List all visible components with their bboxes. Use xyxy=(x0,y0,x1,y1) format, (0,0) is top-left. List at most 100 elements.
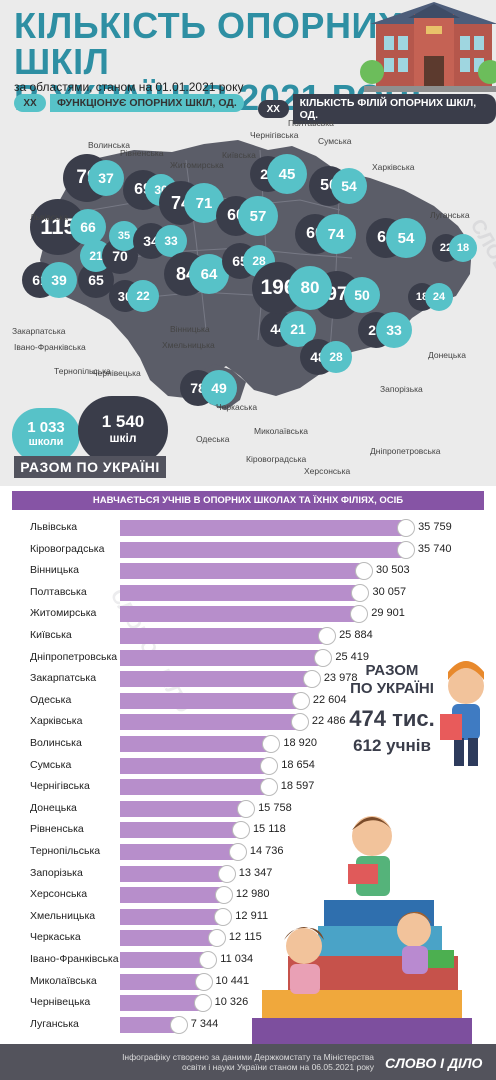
students-total-line2: ПО УКРАЇНІ xyxy=(350,680,434,697)
bar-value-label: 30 503 xyxy=(376,564,410,577)
bar-value-label: 11 034 xyxy=(220,953,254,965)
bar-end-marker xyxy=(259,778,278,797)
map-region-label: Одеська xyxy=(196,434,230,444)
bar-category-label: Чернівецька xyxy=(30,996,91,1009)
total-branches-bubble: 1 033 школи xyxy=(12,408,80,462)
map-bubble-branches: 50 xyxy=(344,277,380,313)
bar-end-marker xyxy=(214,907,233,926)
bar xyxy=(120,865,227,882)
bar-category-label: Тернопільська xyxy=(30,845,101,857)
bar-value-label: 10 441 xyxy=(215,974,250,987)
bar-value-label: 22 604 xyxy=(312,693,347,706)
bar-value-label: 13 347 xyxy=(238,866,273,879)
bar-value-label: 18 920 xyxy=(283,737,318,749)
bar-value-label: 25 419 xyxy=(335,650,369,663)
map-bubble-branches: 74 xyxy=(316,214,356,254)
bar xyxy=(120,520,407,536)
map-region-label: Луганська xyxy=(430,210,470,220)
map-bubble-branches: 54 xyxy=(386,218,426,258)
bar-end-marker xyxy=(193,994,212,1013)
bar-end-marker xyxy=(351,583,370,602)
bar-end-marker xyxy=(231,821,250,840)
map-region-label: Волинська xyxy=(88,140,130,150)
map-bubble-branches: 37 xyxy=(88,160,124,196)
bar-value-label: 12 115 xyxy=(228,931,262,944)
bar xyxy=(120,692,301,709)
map-region-label: Кіровоградська xyxy=(246,454,307,464)
footer-source: Інфографіку створено за даними Держкомст… xyxy=(84,1052,374,1072)
bar-end-marker xyxy=(214,886,233,905)
subtitle: за областями, станом на 01.01.2021 року xyxy=(14,80,244,94)
bar-value-label: 18 654 xyxy=(281,758,315,771)
bar-value-label: 25 884 xyxy=(339,629,373,641)
bar-category-label: Хмельницька xyxy=(30,909,96,922)
students-total-line4: 612 учнів xyxy=(353,736,431,755)
map-region-label: Харківська xyxy=(372,162,415,172)
map-region-label: Хмельницька xyxy=(162,340,215,350)
legend-badge-teal: XX xyxy=(14,94,46,112)
bar-end-marker xyxy=(318,627,337,645)
bar-value-label: 15 758 xyxy=(258,801,292,814)
bar-value-label: 7 344 xyxy=(190,1017,219,1030)
title-line1: КІЛЬКІСТЬ ОПОРНИХ ШКІЛ xyxy=(14,5,403,82)
students-total: РАЗОМ ПО УКРАЇНІ 474 тис. 612 учнів xyxy=(340,662,444,758)
bar-category-label: Одеська xyxy=(30,693,72,706)
map-region-label: Донецька xyxy=(428,350,466,360)
bar xyxy=(120,671,312,688)
footer-source-line2: освіти і науки України станом на 06.05.2… xyxy=(181,1062,374,1072)
bar-category-label: Донецька xyxy=(30,801,77,814)
bar-end-marker xyxy=(396,540,415,559)
map-bubble-branches: 22 xyxy=(127,280,159,312)
map-region-label: Черкаська xyxy=(216,402,258,412)
bar-end-marker xyxy=(291,691,310,710)
bar xyxy=(120,757,270,774)
bar-category-label: Полтавська xyxy=(30,585,87,598)
bar xyxy=(120,584,361,601)
bar-value-label: 30 057 xyxy=(372,585,407,598)
bar-category-label: Київська xyxy=(30,629,72,641)
bar xyxy=(120,606,360,623)
map-region-label: Закарпатська xyxy=(12,326,66,336)
total-branches-value: 1 033 xyxy=(27,419,65,436)
bar-value-label: 35 740 xyxy=(417,542,452,555)
map-region-label: Київська xyxy=(222,150,256,160)
map-bubble-branches: 24 xyxy=(425,283,453,311)
map-region-label: Тернопільська xyxy=(54,366,111,376)
bar xyxy=(120,628,328,644)
bar-value-label: 10 326 xyxy=(214,996,249,1009)
bar-value-label: 15 118 xyxy=(252,823,286,836)
legend-badge-dark: XX xyxy=(258,100,289,118)
map-region-label: Херсонська xyxy=(304,466,351,476)
bar-category-label: Херсонська xyxy=(30,888,88,901)
map-bubble-branches: 80 xyxy=(288,266,332,310)
bar-end-marker xyxy=(194,972,213,991)
bar-value-label: 23 978 xyxy=(323,672,358,685)
bar xyxy=(120,995,203,1012)
bar xyxy=(120,844,238,860)
map-bubble-branches: 49 xyxy=(201,370,237,406)
bar xyxy=(120,952,209,968)
map-region-label: Рівненська xyxy=(120,148,164,158)
map-bubble-branches: 33 xyxy=(376,312,412,348)
bar-end-marker xyxy=(237,799,256,818)
bar-end-marker xyxy=(350,605,369,624)
bar-end-marker xyxy=(290,713,309,732)
map-bubble-branches: 18 xyxy=(449,234,477,262)
students-total-line3: 474 тис. xyxy=(349,706,435,731)
bar-value-label: 18 597 xyxy=(280,780,315,793)
map-bubble-branches: 57 xyxy=(238,196,278,236)
map-region-label: Полтавська xyxy=(288,118,334,128)
legend-schools: XX Функціонує опорних шкіл, од. xyxy=(14,94,244,112)
map-region-label: Миколаївська xyxy=(254,426,308,436)
bar-end-marker xyxy=(262,735,281,753)
footer xyxy=(0,1044,496,1080)
map-region-label: Запорізька xyxy=(380,384,423,394)
map-bubble-branches: 54 xyxy=(331,168,367,204)
students-total-line1: РАЗОМ xyxy=(365,662,419,679)
bar-end-marker xyxy=(207,929,226,948)
map-bubble-branches: 45 xyxy=(267,154,307,194)
total-branches-unit: школи xyxy=(28,436,64,448)
bar-value-label: 35 759 xyxy=(418,521,452,533)
map-bubble-branches: 28 xyxy=(320,341,352,373)
bar-value-label: 14 736 xyxy=(249,845,284,857)
